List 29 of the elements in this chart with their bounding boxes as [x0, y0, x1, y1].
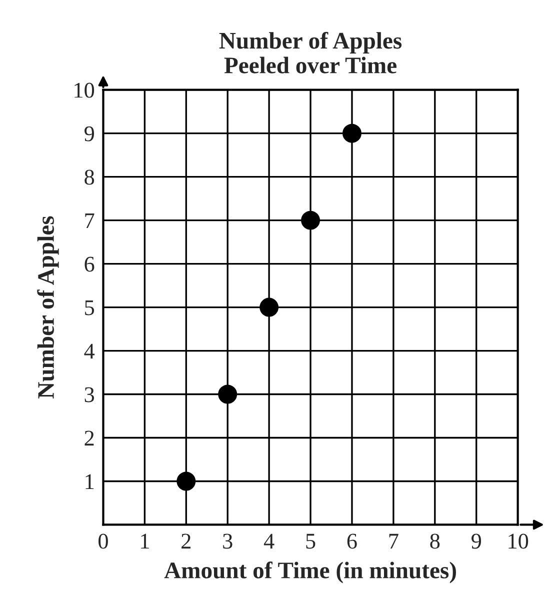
x-tick-label: 1	[141, 534, 149, 548]
point	[301, 210, 320, 230]
point	[176, 472, 196, 491]
x-tick-label: 7	[389, 534, 398, 548]
y-tick-label: 1	[86, 474, 94, 489]
x-tick-label: 6	[347, 534, 357, 549]
y-tick-label: 7	[85, 213, 94, 228]
chart-title: Number of Apples Peeled over Time	[219, 32, 402, 74]
y-tick-label: 4	[84, 344, 95, 358]
y-tick-label: 8	[84, 170, 94, 185]
x-tick-label: 5	[306, 534, 316, 549]
y-tick-label: 3	[84, 387, 94, 402]
point	[260, 298, 279, 317]
x-axis-title: Amount of Time (in minutes)	[164, 562, 456, 584]
x-tick-label: 8	[430, 534, 440, 549]
y-tick-label: 10	[74, 82, 94, 98]
y-tick-label: 2	[84, 430, 94, 446]
y-tick-label: 5	[85, 300, 94, 316]
y-tick-label: 6	[84, 256, 94, 272]
x-tick-label: 10	[508, 534, 528, 549]
x-tick-label: 4	[264, 534, 274, 548]
y-tick-label: 9	[84, 126, 94, 142]
x-tick-label: 3	[223, 534, 232, 549]
y-axis-title: Number of Apples	[37, 216, 59, 398]
point	[342, 124, 362, 143]
point	[218, 384, 238, 404]
x-tick-label: 0	[98, 534, 108, 549]
x-tick-label: 2	[182, 534, 190, 548]
x-tick-label: 9	[472, 534, 481, 549]
